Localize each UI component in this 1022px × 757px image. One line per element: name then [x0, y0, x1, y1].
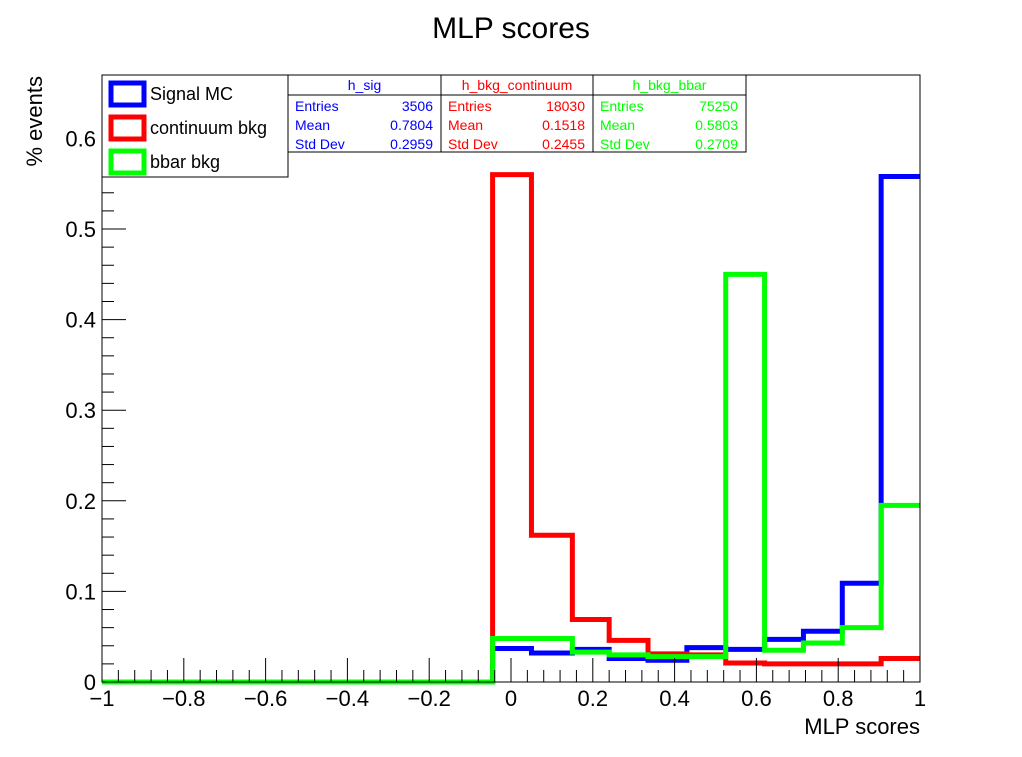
- x-tick-label: 0.6: [741, 686, 772, 711]
- stat-key: Std Dev: [295, 136, 345, 152]
- stat-key: Mean: [448, 117, 483, 133]
- stat-key: Std Dev: [448, 136, 498, 152]
- stat-box-title-1: h_bkg_continuum: [462, 77, 573, 93]
- legend-swatch-0: [108, 80, 147, 108]
- stat-box-1: [440, 74, 594, 153]
- x-tick-label: 0.2: [578, 686, 609, 711]
- stat-box-title-0: h_sig: [348, 77, 381, 93]
- x-tick-label: −0.2: [407, 686, 450, 711]
- legend-label-2: bbar bkg: [150, 152, 220, 172]
- y-axis-title: % events: [22, 76, 47, 167]
- chart-title: MLP scores: [432, 12, 590, 45]
- y-tick-label: 0.4: [65, 308, 96, 333]
- stat-value: 3506: [402, 98, 433, 114]
- series-line-2: [102, 271, 920, 685]
- stat-key: Entries: [295, 98, 339, 114]
- stat-box-0: [287, 74, 442, 153]
- stat-key: Mean: [295, 117, 330, 133]
- legend-swatch-1: [108, 114, 147, 142]
- stat-box-title-2: h_bkg_bbar: [633, 77, 707, 93]
- stat-key: Entries: [600, 98, 644, 114]
- x-tick-label: −0.8: [162, 686, 205, 711]
- y-tick-label: 0.1: [65, 579, 96, 604]
- series-line-1: [102, 172, 920, 685]
- stat-value: 0.2959: [390, 136, 433, 152]
- series-line-0: [102, 173, 920, 685]
- stat-value: 0.2709: [695, 136, 738, 152]
- histogram-series: [102, 172, 920, 685]
- stat-key: Mean: [600, 117, 635, 133]
- legend-label-0: Signal MC: [150, 84, 233, 104]
- stat-value: 75250: [699, 98, 738, 114]
- y-tick-label: 0.3: [65, 398, 96, 423]
- x-tick-label: −0.4: [326, 686, 369, 711]
- legend-swatch-2: [108, 148, 147, 176]
- legend-label-1: continuum bkg: [150, 118, 267, 138]
- x-tick-label: 0.4: [659, 686, 690, 711]
- stat-value: 0.1518: [542, 117, 585, 133]
- stat-value: 0.2455: [542, 136, 585, 152]
- stat-box-2: [592, 74, 747, 153]
- y-tick-label: 0.2: [65, 489, 96, 514]
- stat-value: 0.5803: [695, 117, 738, 133]
- stat-value: 0.7804: [390, 117, 433, 133]
- y-tick-label: 0.5: [65, 217, 96, 242]
- x-tick-label: 1: [914, 686, 926, 711]
- x-tick-label: 0.8: [823, 686, 854, 711]
- axes: −1 −0.8 −0.6 −0.4 −0.2 0 0.2 0.4 0.6 0.8 1 0 0.1 0.2 0…: [65, 83, 926, 711]
- stat-key: Std Dev: [600, 136, 650, 152]
- x-tick-label: −1: [89, 686, 114, 711]
- stat-key: Entries: [448, 98, 492, 114]
- stat-value: 18030: [546, 98, 585, 114]
- x-tick-label: 0: [505, 686, 517, 711]
- x-tick-label: −0.6: [244, 686, 287, 711]
- x-axis-title: MLP scores: [804, 714, 920, 739]
- stat-boxes: h_sig Entries 3506 Mean 0.7804 Std Dev 0.2959 h…: [287, 74, 747, 153]
- legend-box: [101, 74, 289, 178]
- legend: Signal MC continuum bkg bbar bkg: [101, 74, 289, 178]
- y-tick-label: 0.6: [65, 126, 96, 151]
- y-tick-label: 0: [84, 670, 96, 695]
